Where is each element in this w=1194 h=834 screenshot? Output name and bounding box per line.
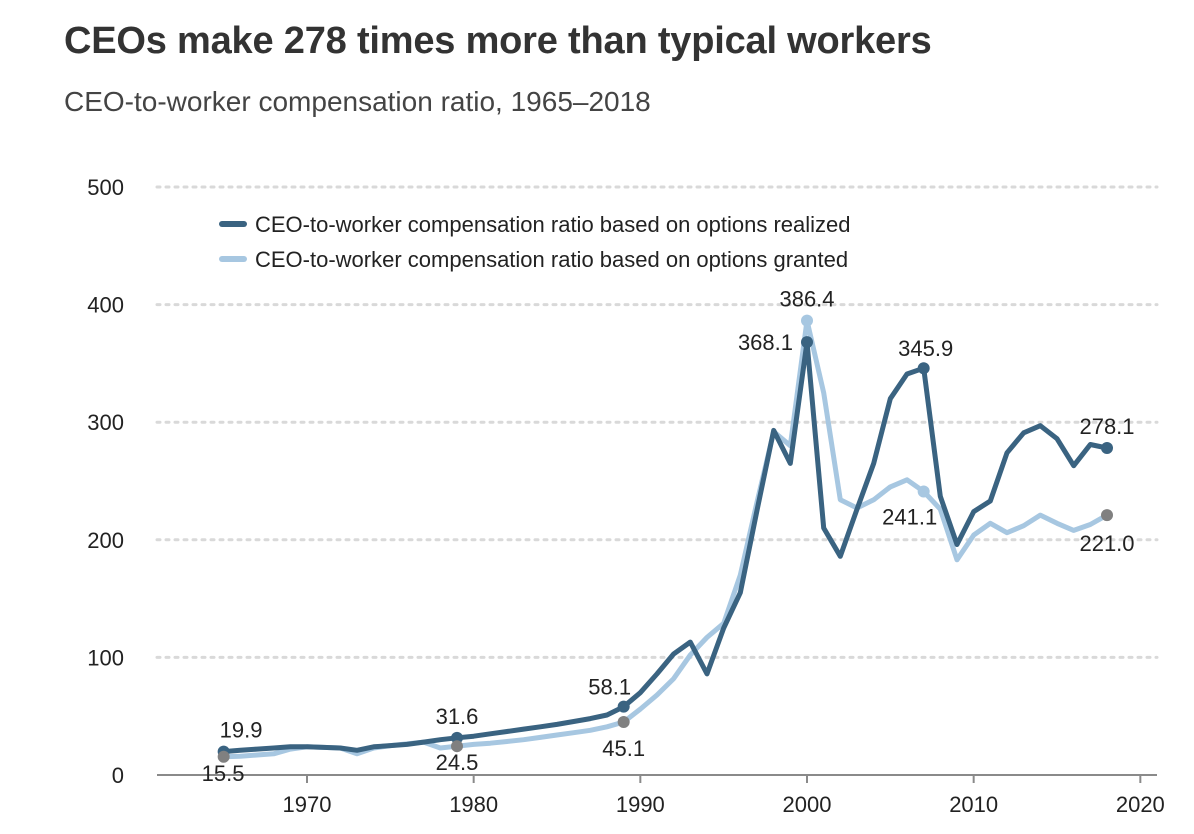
- marker-2007-241.1: [917, 485, 930, 498]
- y-tick-label-0: 0: [112, 763, 124, 788]
- data-label-1989-45.1: 45.1: [602, 736, 645, 761]
- data-label-1989-58.1: 58.1: [588, 675, 631, 700]
- marker-1979-24.5: [451, 740, 463, 753]
- marker-2000-386.4: [801, 314, 813, 327]
- x-tick-label-2010: 2010: [949, 792, 998, 817]
- x-tick-label-1990: 1990: [616, 792, 665, 817]
- chart-subtitle: CEO-to-worker compensation ratio, 1965–2…: [64, 86, 651, 117]
- legend-label-1: CEO-to-worker compensation ratio based o…: [255, 247, 848, 272]
- data-label-2007-345.9: 345.9: [898, 336, 953, 361]
- x-tick-label-1980: 1980: [449, 792, 498, 817]
- data-label-1979-31.6: 31.6: [436, 704, 479, 729]
- marker-1965-15.5: [217, 750, 230, 763]
- y-tick-label-200: 200: [87, 528, 124, 553]
- data-label-1979-24.5: 24.5: [436, 750, 479, 775]
- x-tick-label-2000: 2000: [783, 792, 832, 817]
- y-tick-label-300: 300: [87, 410, 124, 435]
- marker-2007-345.9: [917, 362, 930, 375]
- marker-2018-278.1: [1101, 441, 1113, 454]
- data-label-2018-278.1: 278.1: [1079, 414, 1134, 439]
- legend: CEO-to-worker compensation ratio based o…: [219, 212, 851, 272]
- axes: 0 100 200 300 400 500 1970 1980 1990 2000 2010 2020: [87, 175, 1165, 817]
- marker-1979-31.6: [451, 731, 463, 744]
- data-label-2007-241.1: 241.1: [882, 504, 937, 529]
- y-tick-label-500: 500: [87, 175, 124, 200]
- data-label-1965-15.5: 15.5: [202, 761, 245, 786]
- y-tick-label-100: 100: [87, 645, 124, 670]
- y-tick-label-400: 400: [87, 293, 124, 318]
- data-label-1965-19.9: 19.9: [220, 718, 263, 743]
- marker-2018-221.0: [1101, 509, 1113, 522]
- x-tick-label-1970: 1970: [283, 792, 332, 817]
- series-line-options-realized: [221, 339, 1110, 755]
- marker-1989-58.1: [617, 700, 630, 713]
- data-label-2000-386.4: 386.4: [779, 287, 834, 312]
- marker-1989-45.1: [617, 715, 630, 728]
- data-label-2018-221.0: 221.0: [1079, 531, 1134, 556]
- data-label-2000-368.1: 368.1: [738, 330, 793, 355]
- data-markers: [217, 314, 1113, 763]
- chart-title: CEOs make 278 times more than typical wo…: [64, 20, 932, 62]
- legend-label-0: CEO-to-worker compensation ratio based o…: [255, 212, 851, 237]
- series-lines: [221, 318, 1110, 760]
- marker-2000-368.1: [801, 336, 813, 349]
- data-labels: 19.9 15.5 31.6 24.5 58.1 45.1 368.1 386.4 345.9 2…: [202, 287, 1135, 786]
- x-tick-label-2020: 2020: [1116, 792, 1165, 817]
